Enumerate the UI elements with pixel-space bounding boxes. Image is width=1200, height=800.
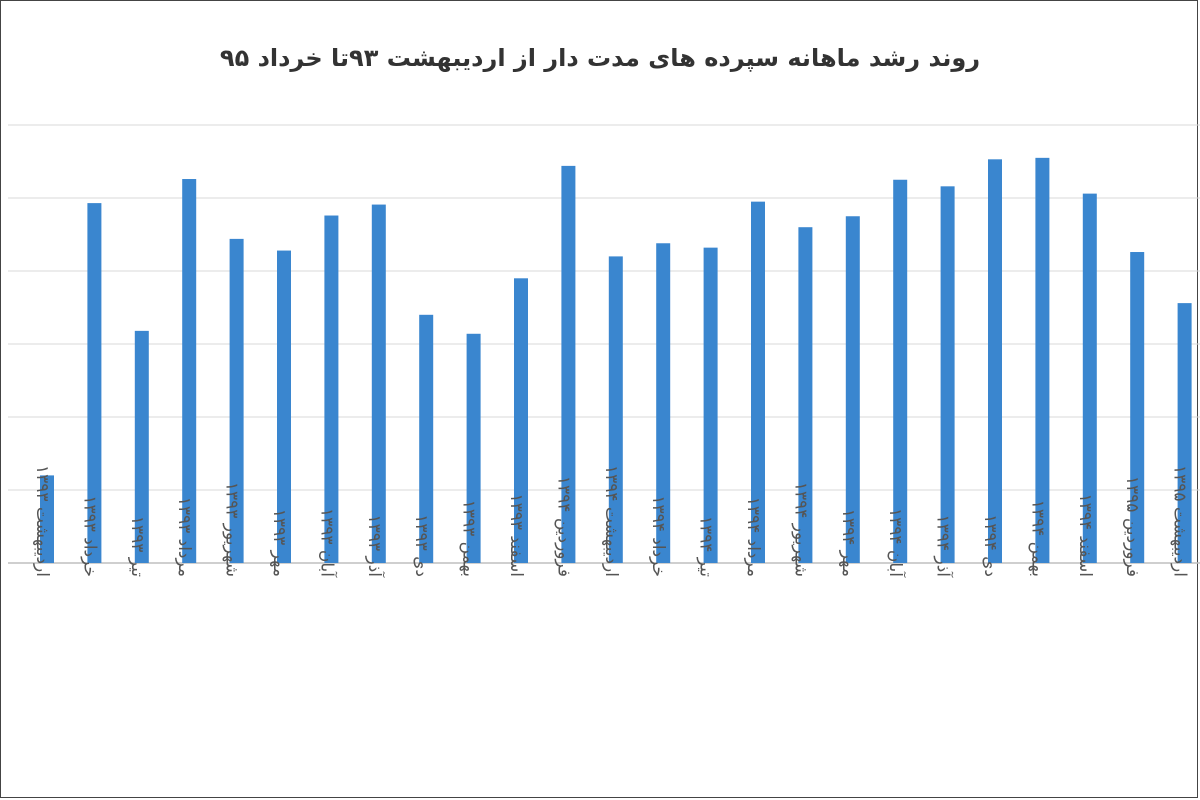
bar xyxy=(87,203,102,564)
x-tick-label: اسفند ۱۳۹۳ xyxy=(506,493,526,577)
bar xyxy=(229,238,244,563)
x-tick-label: اردیبهشت ۱۳۹۳ xyxy=(32,465,52,577)
x-tick-label: مهر ۱۳۹۴ xyxy=(838,509,858,577)
bar xyxy=(324,215,339,563)
x-tick-label: آذر ۱۳۹۳ xyxy=(364,515,386,579)
x-tick-label: مرداد ۱۳۹۳ xyxy=(174,497,194,577)
x-tick-label: تیر ۱۳۹۴ xyxy=(696,516,716,577)
bar xyxy=(40,475,54,563)
chart-title: روند رشد ماهانه سپرده های مدت دار از ارد… xyxy=(219,44,981,72)
bar xyxy=(988,159,1002,563)
bar xyxy=(656,243,671,563)
x-tick-label: بهمن ۱۳۹۴ xyxy=(1027,500,1047,577)
bar xyxy=(1177,303,1192,563)
x-tick-label: مهر ۱۳۹۳ xyxy=(269,509,289,577)
x-tick-label: فروردین ۱۳۹۵ xyxy=(1122,476,1142,577)
bar xyxy=(466,333,481,563)
bar xyxy=(134,330,149,563)
x-tick-label: دی ۱۳۹۴ xyxy=(980,514,1000,577)
x-tick-label: اردیبهشت ۱۳۹۵ xyxy=(1170,465,1190,577)
x-tick-label: آبان ۱۳۹۳ xyxy=(316,508,338,578)
bars xyxy=(40,157,1192,564)
bar xyxy=(1082,193,1097,563)
bar xyxy=(703,247,718,563)
bar xyxy=(751,201,765,563)
bar xyxy=(1130,252,1145,563)
x-tick-label: خرداد ۱۳۹۳ xyxy=(79,495,99,577)
x-tick-label: بهمن ۱۳۹۳ xyxy=(459,500,479,577)
x-tick-label: دی ۱۳۹۳ xyxy=(411,514,431,577)
bar xyxy=(514,278,528,563)
bar xyxy=(940,186,955,563)
x-tick-label: آذر ۱۳۹۴ xyxy=(933,515,955,579)
x-tick-label: تیر ۱۳۹۳ xyxy=(127,516,147,577)
bar xyxy=(845,216,860,563)
bar xyxy=(1035,157,1050,563)
bar xyxy=(798,227,813,563)
x-tick-label: شهریور ۱۳۹۳ xyxy=(222,482,242,577)
x-tick-label: فروردین ۱۳۹۴ xyxy=(553,476,573,577)
x-tick-label: اردیبهشت ۱۳۹۴ xyxy=(601,465,621,577)
x-tick-label: شهریور ۱۳۹۴ xyxy=(790,482,810,577)
bar xyxy=(371,204,386,563)
x-tick-label: خرداد ۱۳۹۴ xyxy=(648,495,668,577)
bar xyxy=(608,256,623,563)
bar xyxy=(893,179,908,563)
bar xyxy=(277,250,291,563)
x-tick-label: اسفند ۱۳۹۴ xyxy=(1075,493,1095,577)
x-axis-labels: اردیبهشت ۱۳۹۳ خرداد ۱۳۹۳ تیر ۱۳۹۳ مرداد ۱۳۹… xyxy=(32,465,1190,578)
bar xyxy=(561,165,576,563)
x-tick-label: آبان ۱۳۹۴ xyxy=(885,508,907,578)
bar xyxy=(419,314,434,563)
x-tick-label: مرداد ۱۳۹۴ xyxy=(743,497,763,577)
bar xyxy=(182,179,197,563)
